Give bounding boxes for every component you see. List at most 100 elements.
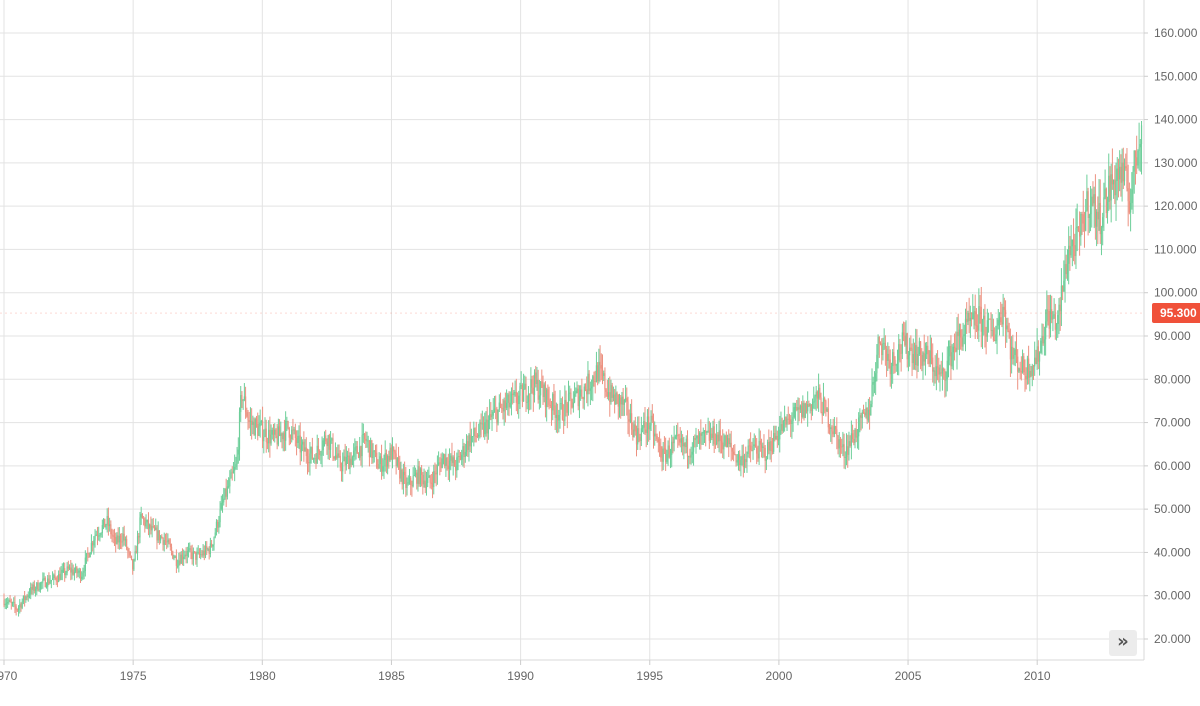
candle-body bbox=[482, 423, 485, 435]
candle-body bbox=[493, 408, 496, 412]
candle-body bbox=[713, 426, 715, 444]
candle-body bbox=[106, 516, 108, 525]
candle-body bbox=[522, 388, 525, 402]
candle-body bbox=[573, 393, 576, 403]
candle-body bbox=[724, 435, 726, 446]
candle-body bbox=[796, 407, 798, 411]
candle-body bbox=[474, 428, 476, 436]
candle-body bbox=[379, 456, 381, 465]
candle-body bbox=[50, 579, 52, 582]
candle-body bbox=[787, 418, 789, 420]
candle-body bbox=[607, 392, 610, 397]
candle-body bbox=[177, 565, 179, 567]
candle-body bbox=[1138, 147, 1140, 151]
candle-body bbox=[139, 517, 141, 538]
candle-body bbox=[662, 448, 664, 462]
candle-body bbox=[294, 429, 296, 439]
candle-body bbox=[871, 384, 873, 405]
candle-body bbox=[270, 434, 272, 444]
candle-body bbox=[26, 596, 28, 598]
candle-body bbox=[820, 397, 822, 412]
candle-body bbox=[166, 541, 168, 543]
candle-body bbox=[775, 435, 777, 440]
candle-body bbox=[410, 477, 412, 486]
candle-body bbox=[229, 478, 231, 487]
candle-body bbox=[82, 572, 84, 577]
candle-body bbox=[644, 421, 646, 430]
candle-body bbox=[941, 368, 944, 374]
candle-body bbox=[169, 543, 171, 547]
candle-body bbox=[423, 480, 425, 485]
candle-body bbox=[203, 550, 205, 556]
candle-body bbox=[991, 330, 993, 331]
candle-body bbox=[679, 438, 681, 443]
scroll-to-latest-button[interactable]: » bbox=[1109, 630, 1137, 656]
candle-body bbox=[219, 509, 221, 523]
candle-body bbox=[152, 526, 154, 528]
candle-body bbox=[280, 433, 282, 436]
candle-body bbox=[740, 459, 742, 466]
candle-body bbox=[186, 551, 188, 556]
candle-body bbox=[428, 475, 430, 478]
candle-body bbox=[388, 455, 390, 461]
candle-body bbox=[867, 409, 869, 421]
candle-body bbox=[964, 318, 967, 335]
candle-body bbox=[1133, 150, 1135, 172]
candle-body bbox=[212, 544, 214, 547]
candle-body bbox=[1116, 168, 1118, 181]
candle-body bbox=[391, 447, 394, 460]
candle-body bbox=[88, 553, 90, 558]
candle-body bbox=[90, 542, 93, 553]
candle-body bbox=[881, 343, 883, 356]
candle-body bbox=[686, 438, 689, 457]
candle-body bbox=[604, 373, 606, 390]
candle-body bbox=[586, 389, 588, 395]
candle-body bbox=[957, 331, 959, 337]
candle-body bbox=[1042, 335, 1044, 344]
candle-body bbox=[167, 539, 169, 543]
candle-body bbox=[260, 420, 262, 423]
candle-body bbox=[145, 522, 147, 527]
candle-body bbox=[816, 391, 818, 399]
candle-body bbox=[504, 400, 506, 408]
candle-body bbox=[1025, 375, 1027, 380]
candle-body bbox=[405, 475, 407, 488]
candle-body bbox=[220, 503, 222, 510]
candle-body bbox=[747, 445, 749, 455]
candle-body bbox=[100, 533, 102, 535]
candle-body bbox=[868, 409, 871, 416]
candle-body bbox=[93, 540, 95, 546]
candle-body bbox=[463, 446, 465, 457]
candle-body bbox=[192, 551, 194, 560]
candle-body bbox=[513, 392, 515, 396]
candle-body bbox=[397, 457, 400, 463]
candle-body bbox=[584, 386, 587, 390]
candle-body bbox=[506, 402, 508, 408]
candle-body bbox=[757, 453, 759, 459]
candle-body bbox=[622, 396, 624, 405]
candle-body bbox=[291, 429, 293, 439]
candle-body bbox=[614, 394, 616, 405]
candle-body bbox=[394, 451, 396, 454]
candle-body bbox=[401, 469, 403, 485]
candle-body bbox=[973, 311, 975, 313]
candle-body bbox=[641, 427, 644, 429]
candle-body bbox=[730, 442, 732, 449]
candle-body bbox=[927, 345, 929, 355]
candle-body bbox=[977, 325, 979, 331]
candle-body bbox=[160, 536, 162, 541]
candle-body bbox=[618, 397, 621, 407]
candle-body bbox=[752, 446, 754, 452]
candle-body bbox=[535, 372, 537, 384]
candle-body bbox=[637, 428, 639, 445]
candle-body bbox=[830, 427, 832, 429]
candle-body bbox=[412, 476, 414, 487]
candle-body bbox=[1131, 189, 1133, 204]
y-tick-label: 40.000 bbox=[1154, 545, 1191, 559]
candle-body bbox=[708, 430, 710, 441]
candle-body bbox=[323, 435, 326, 441]
candle-body bbox=[594, 381, 596, 382]
candle-body bbox=[814, 396, 816, 402]
candle-body bbox=[30, 587, 32, 595]
